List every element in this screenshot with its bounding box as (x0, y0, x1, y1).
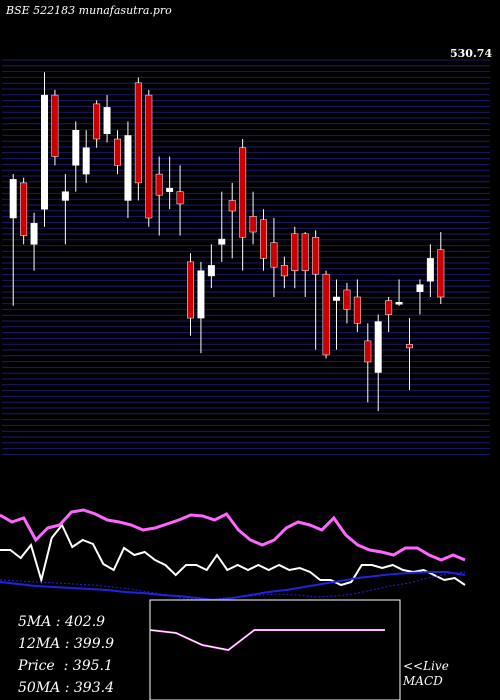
candle-body (114, 138, 121, 166)
site-label: BSE 522183 munafasutra.pro (6, 4, 172, 17)
candle-body (20, 182, 28, 236)
candle-body (239, 147, 247, 238)
macd-label: MACD (403, 674, 443, 688)
stat-50ma-value: 393.4 (73, 680, 114, 696)
stat-price: Price : 395.1 (18, 658, 113, 674)
stat-12ma-label: 12MA (18, 636, 61, 652)
candle-body (72, 129, 80, 166)
stat-price-value: 395.1 (72, 658, 113, 674)
candle-body (416, 284, 424, 292)
candle-body (176, 191, 184, 205)
stat-price-label: Price (18, 658, 55, 674)
candle-body (301, 233, 309, 271)
candle-body (51, 94, 59, 157)
candle-body (207, 265, 215, 277)
candle-body (134, 82, 142, 184)
stat-12ma-value: 399.9 (73, 636, 114, 652)
candle-body (93, 103, 101, 140)
candle-body (385, 300, 393, 315)
candle-body (364, 340, 372, 363)
stat-50ma-label: 50MA (18, 680, 61, 696)
candle-body (155, 173, 163, 196)
candle-body (145, 94, 153, 219)
candle-body (187, 261, 194, 319)
macd-live-label: <<Live (403, 659, 449, 673)
indicator-line-purple (0, 508, 466, 562)
candle-body (280, 265, 288, 277)
candle-body (61, 191, 69, 201)
candle-body (41, 94, 48, 210)
candle-body (249, 215, 257, 233)
candle-body (260, 219, 267, 259)
candle-body (374, 321, 382, 373)
candle-body (197, 270, 205, 319)
candle-body (228, 200, 236, 212)
indicator-line-blue (0, 571, 466, 602)
candle-body (353, 296, 361, 324)
candle-body (291, 233, 299, 271)
indicator-line-white (0, 523, 466, 587)
stat-5ma-label: 5MA (18, 614, 52, 630)
macd-line-white (149, 629, 385, 651)
candle-body (395, 302, 403, 305)
candle-body (426, 258, 434, 282)
candle-body (166, 187, 174, 192)
candle-body (322, 273, 330, 356)
candle-body (218, 238, 226, 245)
candle-body (343, 289, 351, 310)
candle-body (406, 344, 413, 349)
candle-body (437, 249, 445, 298)
stat-5ma: 5MA : 402.9 (18, 614, 106, 630)
candle-body (312, 237, 320, 275)
candle-body (103, 107, 111, 134)
stat-50ma: 50MA : 393.4 (18, 680, 114, 696)
candle-body (9, 179, 17, 219)
candle-body (333, 296, 340, 301)
candle-body (270, 242, 278, 268)
stat-5ma-value: 402.9 (64, 614, 106, 630)
candle-body (30, 223, 38, 245)
indicator-line-dotted (0, 571, 466, 601)
stat-12ma: 12MA : 399.9 (18, 636, 114, 652)
candle-body (124, 135, 132, 201)
macd-panel (149, 599, 401, 700)
candle-body (82, 147, 90, 175)
price-label: 530.74 (450, 47, 493, 60)
